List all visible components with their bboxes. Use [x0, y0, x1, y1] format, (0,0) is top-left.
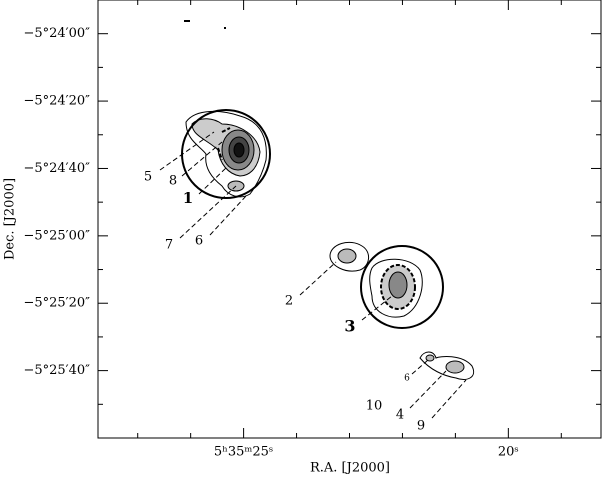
- x-axis-label: R.A. [J2000]: [310, 461, 390, 476]
- contours: [181, 20, 474, 380]
- y-tick-label: −5°25′00″: [23, 228, 90, 243]
- source-label: 9: [417, 419, 425, 434]
- y-tick-label: −5°25′40″: [23, 363, 90, 378]
- y-tick-label: −5°25′20″: [23, 296, 90, 311]
- source-label: 6: [404, 374, 410, 384]
- y-tick-label: −5°24′20″: [23, 94, 90, 109]
- source-label: 10: [366, 399, 383, 414]
- source-label: 8: [169, 174, 177, 189]
- source-label: 1: [183, 189, 193, 207]
- leaders: [159, 131, 467, 419]
- source-label: 4: [396, 408, 404, 423]
- x-tick-label: 5ʰ35ᵐ25ˢ: [214, 445, 273, 460]
- source-label: 3: [344, 317, 355, 336]
- source-label: 6: [195, 234, 203, 249]
- plot-frame: [97, 0, 602, 439]
- source-label: 5: [144, 170, 152, 185]
- y-tick-label: −5°24′00″: [23, 26, 90, 41]
- y-tick-label: −5°24′40″: [23, 161, 90, 176]
- source-label: 2: [285, 294, 293, 309]
- x-tick-label: 20ˢ: [498, 445, 519, 460]
- source-label: 7: [165, 238, 173, 253]
- y-axis-label: Dec. [J2000]: [3, 178, 18, 260]
